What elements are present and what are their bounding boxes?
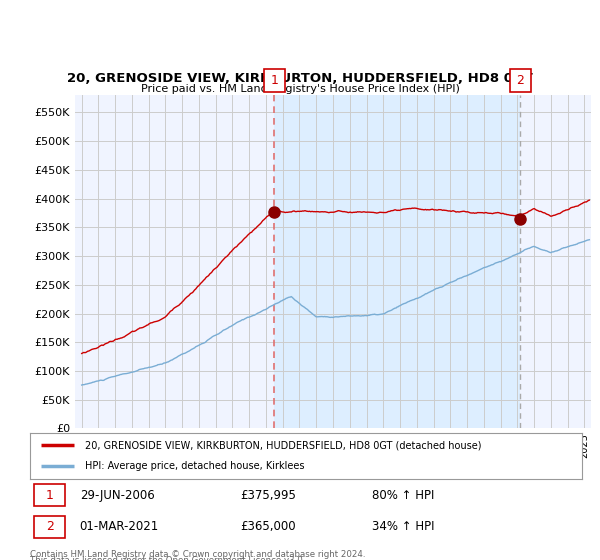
Text: 29-JUN-2006: 29-JUN-2006 (80, 489, 154, 502)
Text: This data is licensed under the Open Government Licence v3.0.: This data is licensed under the Open Gov… (30, 556, 305, 560)
FancyBboxPatch shape (34, 484, 65, 506)
Text: 1: 1 (271, 74, 278, 87)
Text: 80% ↑ HPI: 80% ↑ HPI (372, 489, 434, 502)
Text: £365,000: £365,000 (240, 520, 295, 533)
Text: 34% ↑ HPI: 34% ↑ HPI (372, 520, 435, 533)
FancyBboxPatch shape (34, 516, 65, 538)
Text: 1: 1 (46, 489, 53, 502)
Bar (274, 95, 520, 428)
Text: 2: 2 (46, 520, 53, 533)
Text: 20, GRENOSIDE VIEW, KIRKBURTON, HUDDERSFIELD, HD8 0GT (detached house): 20, GRENOSIDE VIEW, KIRKBURTON, HUDDERSF… (85, 440, 482, 450)
Text: £375,995: £375,995 (240, 489, 296, 502)
Text: HPI: Average price, detached house, Kirklees: HPI: Average price, detached house, Kirk… (85, 461, 305, 472)
Text: 20, GRENOSIDE VIEW, KIRKBURTON, HUDDERSFIELD, HD8 0GT: 20, GRENOSIDE VIEW, KIRKBURTON, HUDDERSF… (67, 72, 533, 85)
Text: 01-MAR-2021: 01-MAR-2021 (80, 520, 159, 533)
Text: Price paid vs. HM Land Registry's House Price Index (HPI): Price paid vs. HM Land Registry's House … (140, 83, 460, 94)
Text: Contains HM Land Registry data © Crown copyright and database right 2024.: Contains HM Land Registry data © Crown c… (30, 550, 365, 559)
Text: 2: 2 (516, 74, 524, 87)
